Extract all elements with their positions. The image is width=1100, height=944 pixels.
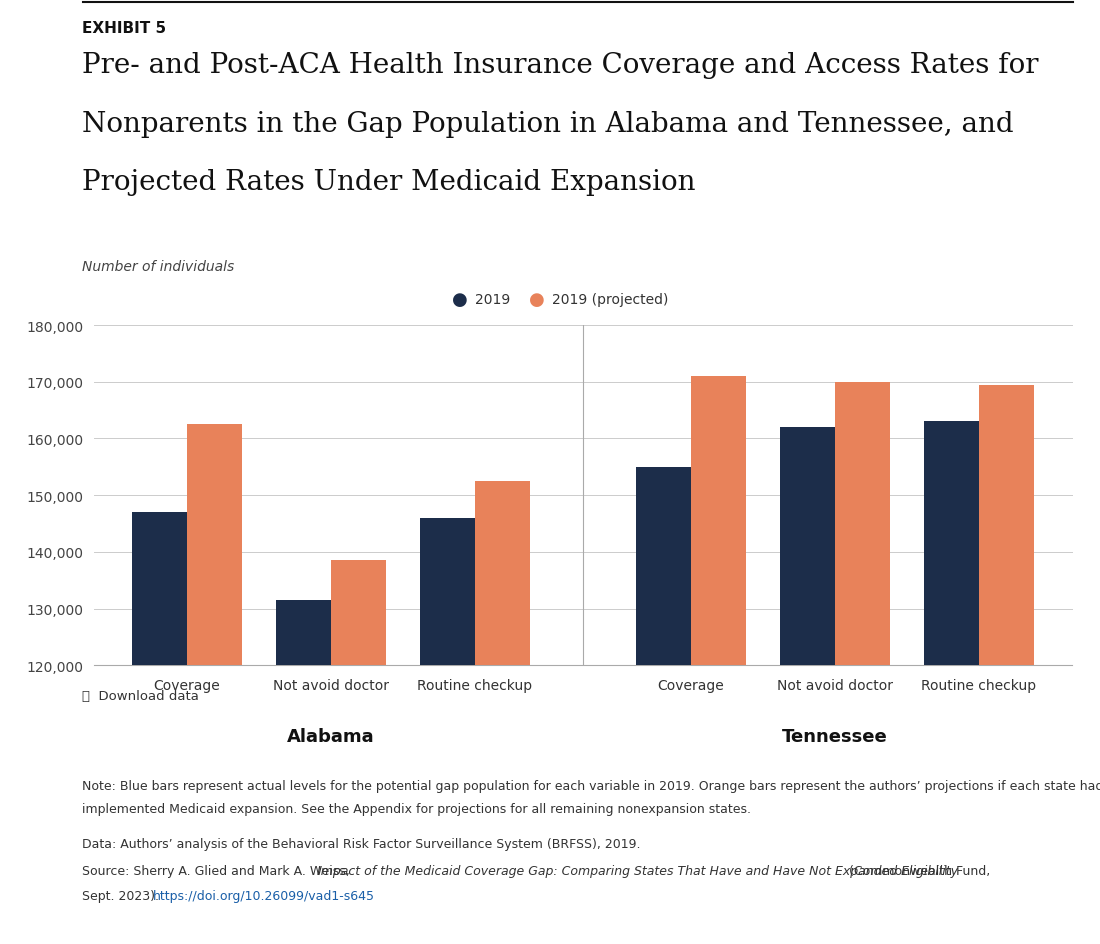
Text: Source: Sherry A. Glied and Mark A. Weiss,: Source: Sherry A. Glied and Mark A. Weis… — [82, 864, 354, 877]
Bar — [924, 422, 979, 944]
Text: Impact of the Medicaid Coverage Gap: Comparing States That Have and Have Not Exp: Impact of the Medicaid Coverage Gap: Com… — [317, 864, 958, 877]
Text: Number of individuals: Number of individuals — [82, 260, 234, 274]
Text: (Commonwealth Fund,: (Commonwealth Fund, — [845, 864, 990, 877]
Text: Alabama: Alabama — [287, 727, 375, 745]
Bar — [331, 561, 386, 944]
Text: Pre- and Post-ACA Health Insurance Coverage and Access Rates for: Pre- and Post-ACA Health Insurance Cover… — [82, 52, 1040, 79]
Text: 2019 (projected): 2019 (projected) — [552, 293, 669, 306]
Text: Note: Blue bars represent actual levels for the potential gap population for eac: Note: Blue bars represent actual levels … — [82, 779, 1100, 792]
Text: Nonparents in the Gap Population in Alabama and Tennessee, and: Nonparents in the Gap Population in Alab… — [82, 110, 1014, 138]
Text: ●: ● — [452, 290, 468, 309]
Text: 2019: 2019 — [475, 293, 510, 306]
Bar — [979, 385, 1034, 944]
Text: implemented Medicaid expansion. See the Appendix for projections for all remaini: implemented Medicaid expansion. See the … — [82, 802, 751, 816]
Text: Sept. 2023).: Sept. 2023). — [82, 889, 164, 902]
Bar — [132, 513, 187, 944]
Bar — [835, 382, 890, 944]
Text: Projected Rates Under Medicaid Expansion: Projected Rates Under Medicaid Expansion — [82, 169, 696, 196]
Bar — [636, 467, 691, 944]
Text: Data: Authors’ analysis of the Behavioral Risk Factor Surveillance System (BRFSS: Data: Authors’ analysis of the Behaviora… — [82, 837, 641, 851]
Bar — [276, 600, 331, 944]
Bar — [420, 518, 475, 944]
Text: ●: ● — [529, 290, 544, 309]
Text: Tennessee: Tennessee — [782, 727, 888, 745]
Bar — [475, 481, 530, 944]
Bar — [691, 377, 746, 944]
Bar — [780, 428, 835, 944]
Text: EXHIBIT 5: EXHIBIT 5 — [82, 21, 166, 36]
Bar — [187, 425, 242, 944]
Text: https://doi.org/10.26099/vad1-s645: https://doi.org/10.26099/vad1-s645 — [153, 889, 375, 902]
Text: ⤓  Download data: ⤓ Download data — [82, 689, 199, 702]
